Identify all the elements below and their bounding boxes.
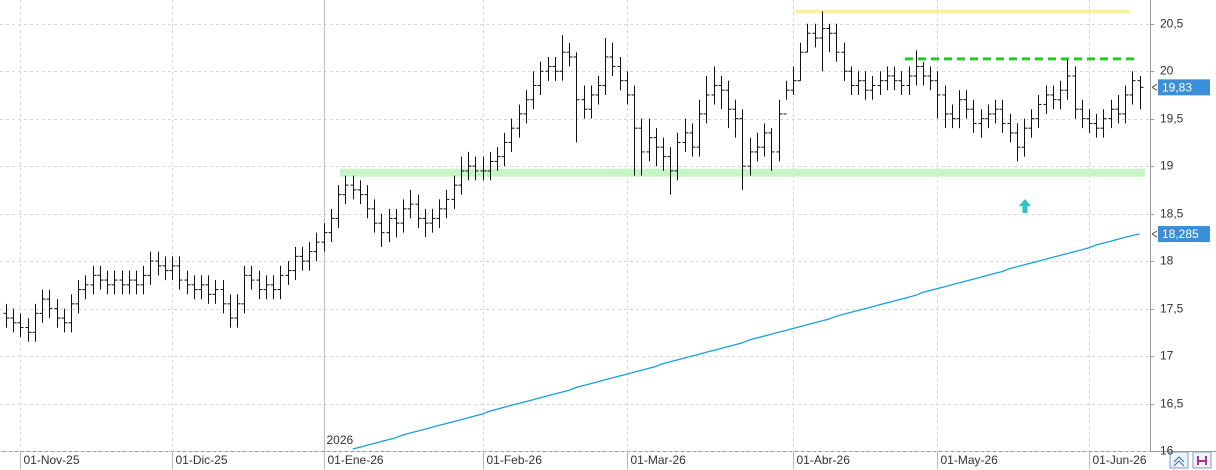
x-tick-label: 01-May-26 <box>941 453 999 467</box>
y-tick-label: 19 <box>1160 159 1174 173</box>
y-tick-label: 17,5 <box>1160 302 1184 316</box>
y-tick-label: 19,5 <box>1160 112 1184 126</box>
y-tick-label: 16,5 <box>1160 397 1184 411</box>
x-tick-label: 01-Mar-26 <box>631 453 687 467</box>
x-tick-label: 01-Jun-26 <box>1093 453 1147 467</box>
up-arrow <box>1019 199 1031 213</box>
x-tick-label: 01-Nov-25 <box>24 453 80 467</box>
y-tick-label: 18 <box>1160 254 1174 268</box>
x-tick-label: 01-Abr-26 <box>797 453 851 467</box>
price-tag-label: 18,285 <box>1162 227 1199 241</box>
x-tick-label: 01-Feb-26 <box>487 453 543 467</box>
zoom-icon <box>1173 456 1185 467</box>
year-label: 2026 <box>327 433 354 447</box>
y-tick-label: 20 <box>1160 64 1174 78</box>
price-tag <box>1158 226 1210 243</box>
y-tick-label: 18,5 <box>1160 207 1184 221</box>
price-tag-label: 19,83 <box>1162 81 1192 95</box>
y-tick-label: 16 <box>1160 444 1174 458</box>
scale-icon <box>1197 456 1207 465</box>
x-tick-label: 01-Dic-25 <box>176 453 228 467</box>
y-tick-label: 20,5 <box>1160 17 1184 31</box>
moving-average-line <box>352 233 1140 450</box>
price-tag-pointer <box>1151 230 1158 238</box>
price-tag <box>1158 79 1210 96</box>
y-tick-label: 17 <box>1160 349 1174 363</box>
x-tick-label: 01-Ene-26 <box>328 453 384 467</box>
zoom-button[interactable] <box>1169 451 1189 469</box>
price-tag-pointer <box>1151 83 1158 91</box>
